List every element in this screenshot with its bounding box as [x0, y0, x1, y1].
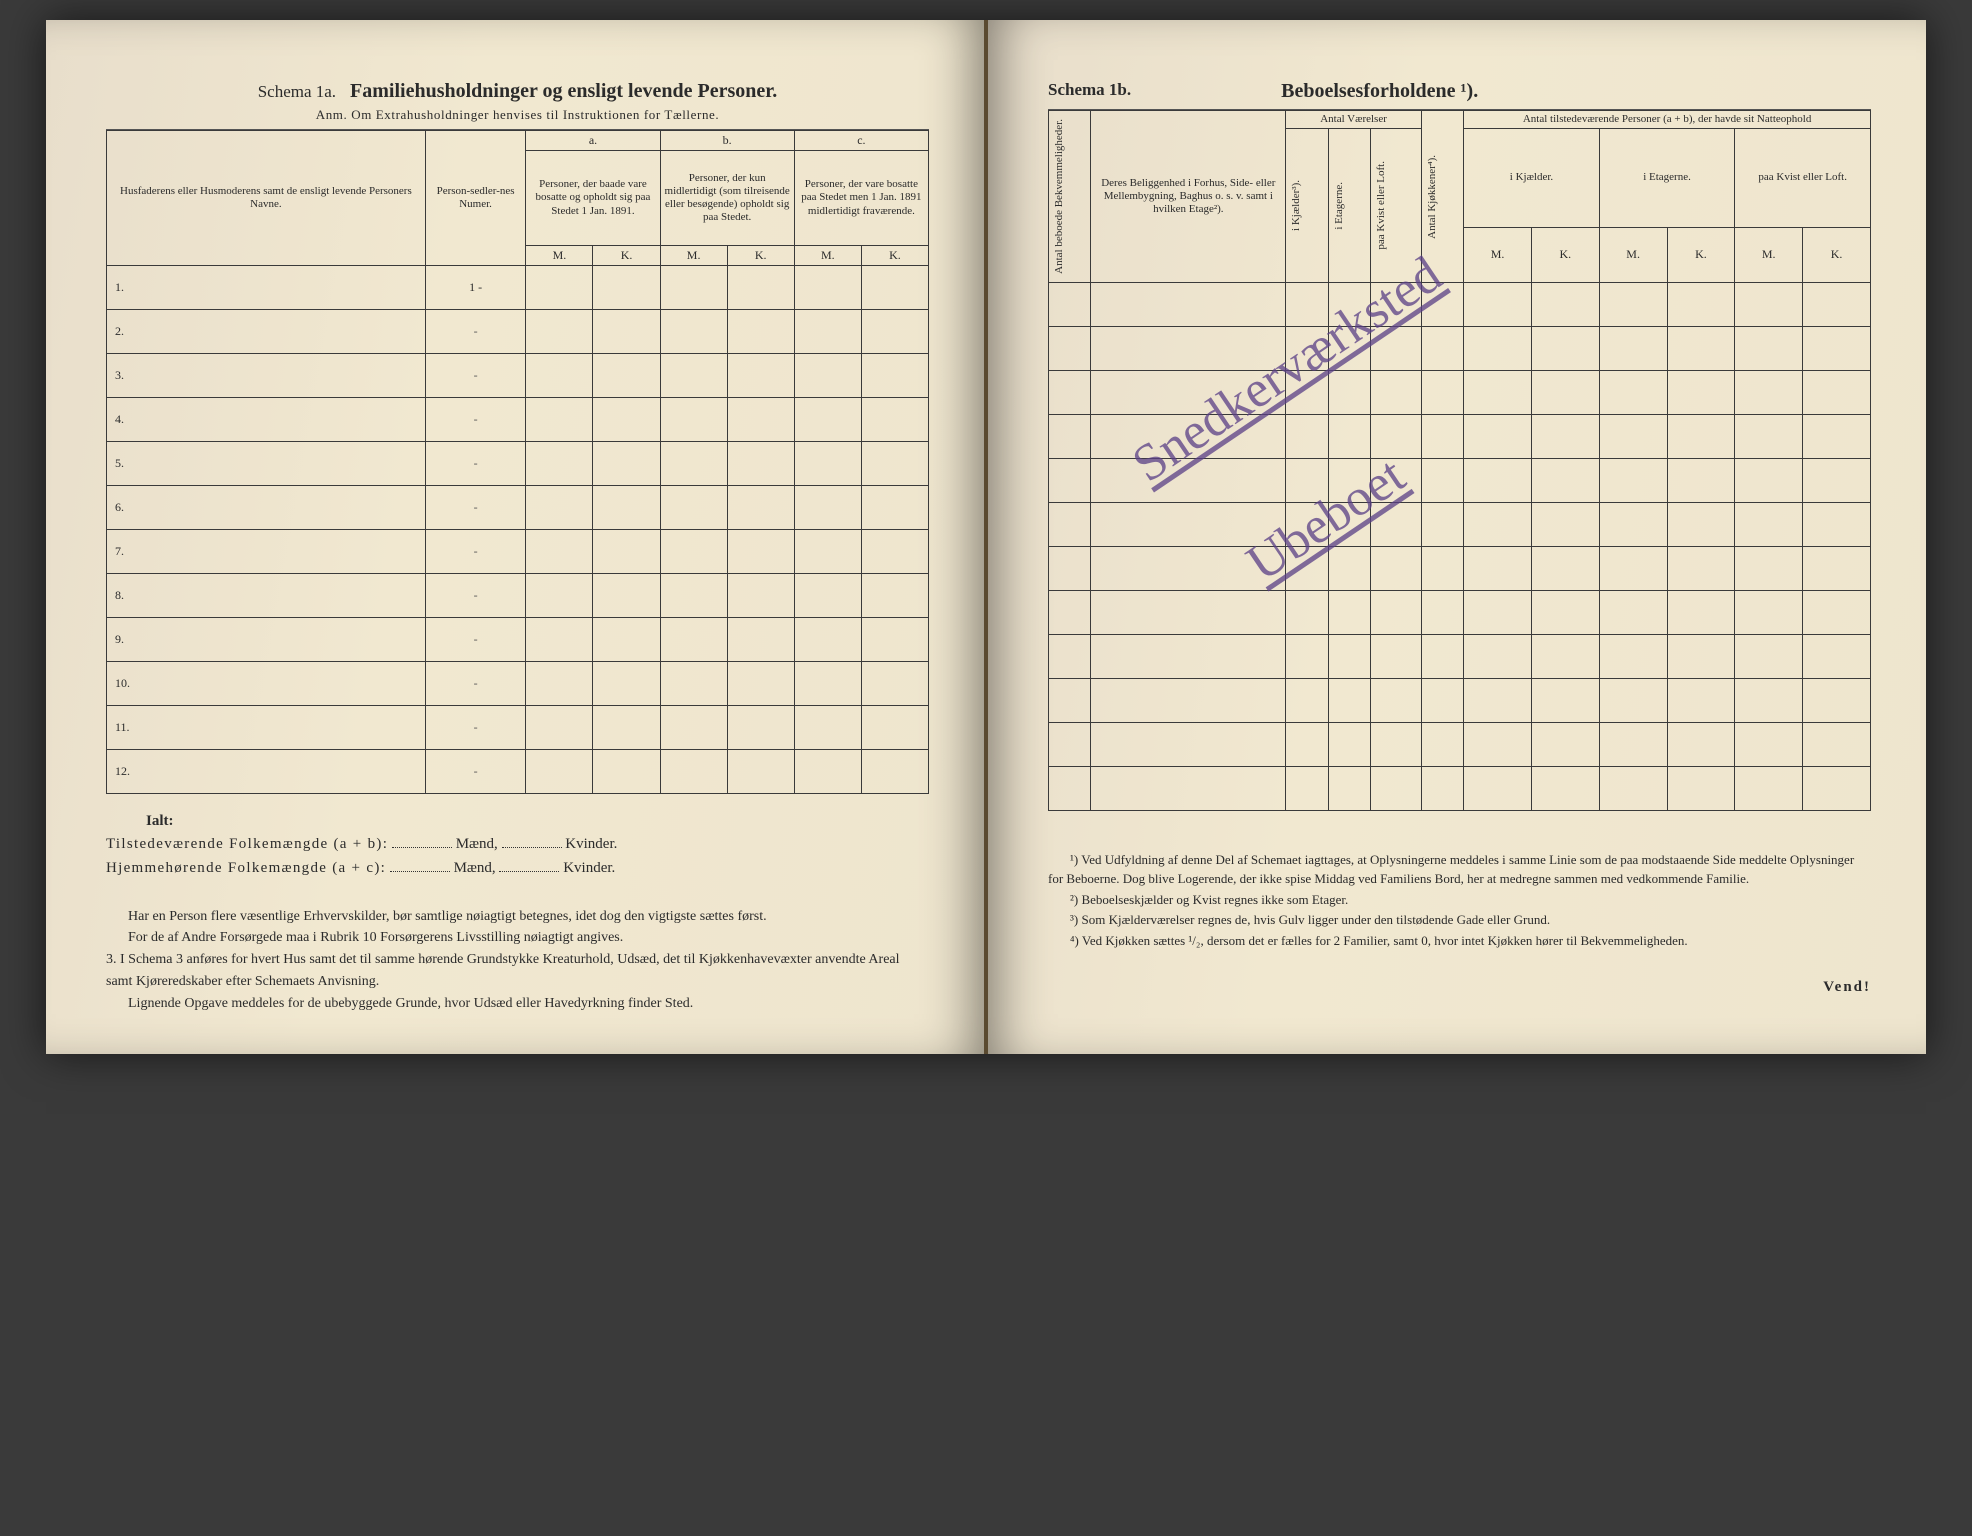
col-bekv: Antal beboede Bekvemmeligheder.: [1049, 111, 1091, 283]
header-note: Anm. Om Extrahusholdninger henvises til …: [106, 107, 929, 123]
grp-b-letter: b.: [660, 131, 794, 151]
instr-para: For de af Andre Forsørgede maa i Rubrik …: [106, 927, 929, 949]
summary-line: Hjemmehørende Folkemængde (a + c): Mænd,…: [106, 857, 929, 880]
table-row: 6.: [107, 486, 929, 530]
instr-para: 3. I Schema 3 anføres for hvert Hus samt…: [106, 949, 929, 992]
table-row: 2.: [107, 310, 929, 354]
page-right: Schema 1b. Beboelsesforholdene ¹). Antal…: [986, 20, 1926, 1054]
hdr-k: K.: [1531, 227, 1599, 282]
col-kvist: paa Kvist eller Loft.: [1370, 129, 1421, 283]
table-row: [1049, 282, 1871, 326]
table-row: 11.: [107, 706, 929, 750]
footnote: ²) Beboelseskjælder og Kvist regnes ikke…: [1048, 891, 1871, 910]
hdr-m: M.: [1735, 227, 1803, 282]
vend-label: Vend!: [1048, 979, 1871, 996]
left-summary: Ialt: Tilstedeværende Folkemængde (a + b…: [106, 810, 929, 880]
hdr-m: M.: [660, 246, 727, 266]
hdr-m: M.: [794, 246, 861, 266]
grp-a: Personer, der baade vare bosatte og opho…: [526, 151, 660, 246]
table-row: [1049, 546, 1871, 590]
table-row: [1049, 634, 1871, 678]
cell: 1 -: [425, 266, 526, 310]
table-row: [1049, 678, 1871, 722]
table-row: 1.1 -: [107, 266, 929, 310]
table-row: 3.: [107, 354, 929, 398]
col-etagerne: i Etagerne.: [1328, 129, 1370, 283]
table-row: 12.: [107, 750, 929, 794]
hdr-k: K.: [593, 246, 660, 266]
hdr-m: M.: [526, 246, 593, 266]
hdr-k: K.: [1803, 227, 1871, 282]
hdr-k: K.: [1667, 227, 1735, 282]
grp-c: Personer, der vare bosatte paa Stedet me…: [794, 151, 928, 246]
grp-personer: Antal tilstedeværende Personer (a + b), …: [1464, 111, 1871, 129]
table-row: 10.: [107, 662, 929, 706]
instr-para: Har en Person flere væsentlige Erhvervsk…: [106, 906, 929, 928]
table-row: [1049, 458, 1871, 502]
summary-line: Tilstedeværende Folkemængde (a + b): Mæn…: [106, 833, 929, 856]
col-names: Husfaderens eller Husmoderens samt de en…: [107, 131, 426, 266]
grp-vaerelser: Antal Værelser: [1286, 111, 1422, 129]
table-row: [1049, 722, 1871, 766]
table-row: 9.: [107, 618, 929, 662]
footnote: ³) Som Kjælderværelser regnes de, hvis G…: [1048, 911, 1871, 930]
footnote: ¹) Ved Udfyldning af denne Del af Schema…: [1048, 851, 1871, 889]
ialt-label: Ialt:: [146, 810, 929, 833]
hdr-k: K.: [861, 246, 928, 266]
left-header: Schema 1a. Familiehusholdninger og ensli…: [106, 80, 929, 123]
col-person: Person-sedler-nes Numer.: [425, 131, 526, 266]
col-kjaelder: i Kjælder³).: [1286, 129, 1328, 283]
schema-label: Schema 1a.: [258, 82, 336, 101]
table-row: 7.: [107, 530, 929, 574]
page-left: Schema 1a. Familiehusholdninger og ensli…: [46, 20, 986, 1054]
schema-1a-table: Husfaderens eller Husmoderens samt de en…: [106, 130, 929, 794]
book-spread: Schema 1a. Familiehusholdninger og ensli…: [46, 20, 1926, 1054]
sub-etag: i Etagerne.: [1599, 129, 1735, 227]
table-row: [1049, 326, 1871, 370]
schema-1b-table: Antal beboede Bekvemmeligheder. Deres Be…: [1048, 110, 1871, 811]
instr-para: Lignende Opgave meddeles for de ubebygge…: [106, 993, 929, 1015]
table-row: 5.: [107, 442, 929, 486]
table-row: 8.: [107, 574, 929, 618]
grp-c-letter: c.: [794, 131, 928, 151]
col-belig: Deres Beliggenhed i Forhus, Side- eller …: [1091, 111, 1286, 283]
table-row: 4.: [107, 398, 929, 442]
right-header: Schema 1b. Beboelsesforholdene ¹).: [1048, 80, 1871, 103]
table-row: [1049, 502, 1871, 546]
footnotes: ¹) Ved Udfyldning af denne Del af Schema…: [1048, 851, 1871, 951]
page-title: Familiehusholdninger og ensligt levende …: [350, 80, 777, 103]
table-row: [1049, 414, 1871, 458]
table-wrapper: Antal beboede Bekvemmeligheder. Deres Be…: [1048, 110, 1871, 811]
schema-label: Schema 1b.: [1048, 80, 1131, 103]
table-row: [1049, 370, 1871, 414]
left-instructions: Har en Person flere væsentlige Erhvervsk…: [106, 906, 929, 1014]
sub-kjael: i Kjælder.: [1464, 129, 1600, 227]
grp-a-letter: a.: [526, 131, 660, 151]
grp-b: Personer, der kun midlertidigt (som tilr…: [660, 151, 794, 246]
hdr-m: M.: [1599, 227, 1667, 282]
sub-kvist: paa Kvist eller Loft.: [1735, 129, 1871, 227]
table-row: [1049, 766, 1871, 810]
col-kjok: Antal Kjøkkener⁴).: [1421, 111, 1463, 283]
footnote: ⁴) Ved Kjøkken sættes ¹/₂, dersom det er…: [1048, 932, 1871, 951]
page-title: Beboelsesforholdene ¹).: [1281, 80, 1478, 103]
table-row: [1049, 590, 1871, 634]
hdr-m: M.: [1464, 227, 1532, 282]
hdr-k: K.: [727, 246, 794, 266]
